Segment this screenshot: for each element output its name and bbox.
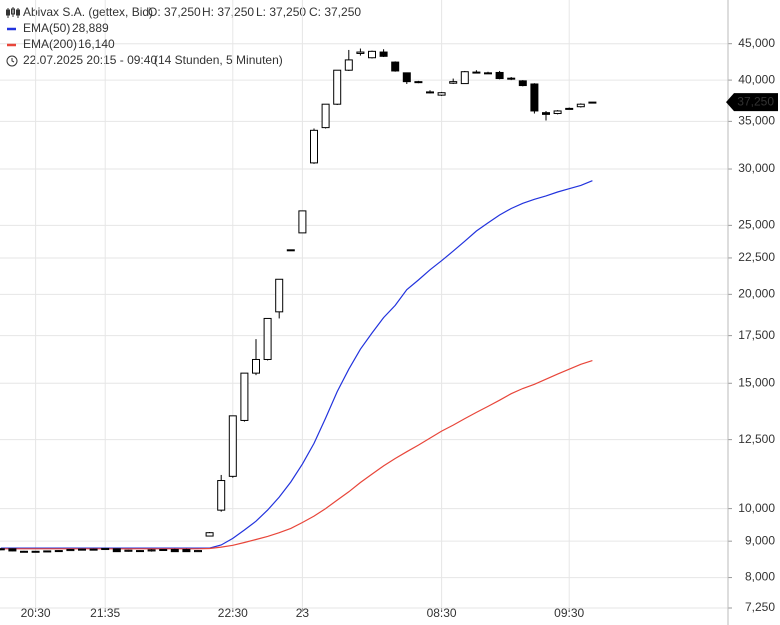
candle-body xyxy=(217,480,226,511)
candle-body xyxy=(112,548,121,553)
candle-body xyxy=(484,72,492,75)
y-tick-label: 10,000 xyxy=(738,501,775,515)
candle-body xyxy=(8,548,17,552)
candle-body xyxy=(31,550,40,553)
x-tick-label: 09:30 xyxy=(554,606,584,620)
y-tick-label: 22,500 xyxy=(738,250,775,264)
y-tick-label: 9,000 xyxy=(745,533,775,547)
candle-body xyxy=(472,71,481,74)
candle-body xyxy=(553,110,562,115)
candle-body xyxy=(66,549,75,552)
y-tick-label: 25,000 xyxy=(738,218,775,232)
y-tick-label: 15,000 xyxy=(738,375,775,389)
header: Abivax S.A. (gettex, Bid) O: 37,250 H: 3… xyxy=(6,5,361,67)
y-tick-label: 40,000 xyxy=(738,72,775,86)
candle-body xyxy=(449,81,458,84)
y-tick-label: 17,500 xyxy=(738,328,775,342)
y-tick-label: 7,250 xyxy=(745,600,775,614)
candle-body xyxy=(275,278,284,313)
candle-body xyxy=(124,549,133,552)
candle-body xyxy=(518,80,527,87)
candle-body xyxy=(437,92,446,96)
candle-body xyxy=(310,129,318,164)
ema-line xyxy=(0,360,593,550)
legend-value: 16,140 xyxy=(78,37,115,51)
candle-body xyxy=(391,61,400,72)
y-tick-label: 8,000 xyxy=(745,570,775,584)
candle-body xyxy=(402,72,411,83)
candle-body xyxy=(565,107,574,110)
candle-body xyxy=(101,547,110,551)
candle-body xyxy=(159,549,168,552)
candle-body xyxy=(170,549,179,553)
candle-body xyxy=(530,83,539,112)
candle-body xyxy=(344,59,353,71)
candle-body xyxy=(460,71,469,85)
chart-title: Abivax S.A. (gettex, Bid) xyxy=(23,5,153,19)
candle-body xyxy=(263,317,272,360)
x-tick-label: 08:30 xyxy=(427,606,457,620)
candle-body xyxy=(136,550,144,553)
candle-body xyxy=(89,548,98,551)
ohlc-high: H: 37,250 xyxy=(202,5,254,19)
y-tick-label: 12,500 xyxy=(738,432,775,446)
candle-body xyxy=(298,210,307,234)
candle-body xyxy=(379,51,388,57)
y-tick-label: 45,000 xyxy=(738,36,775,50)
x-tick-label: 23 xyxy=(296,606,310,620)
last-price-label: 37,250 xyxy=(737,94,774,108)
candle-body xyxy=(54,550,63,553)
y-tick-label: 30,000 xyxy=(738,161,775,175)
legend-name: EMA(50) xyxy=(23,21,70,35)
candle-body xyxy=(20,550,28,553)
candle-body xyxy=(78,548,86,551)
legend-value: 28,889 xyxy=(72,21,109,35)
date-range: 22.07.2025 20:15 - 09:40 xyxy=(23,53,157,67)
candle-body xyxy=(240,372,249,421)
ohlc-open: O: 37,250 xyxy=(148,5,201,19)
last-price-tag xyxy=(726,93,778,112)
candle-body xyxy=(0,548,5,551)
candle-body xyxy=(333,69,342,105)
duration: (14 Stunden, 5 Minuten) xyxy=(154,53,283,67)
y-tick-label: 35,000 xyxy=(738,114,775,128)
ohlc-close: C: 37,250 xyxy=(309,5,361,19)
candle-body xyxy=(368,50,376,59)
candle-body xyxy=(182,549,191,553)
candle-body xyxy=(576,103,585,108)
clock-icon xyxy=(6,55,18,67)
candle-body xyxy=(147,549,156,552)
candle-body xyxy=(205,532,214,537)
candle-body xyxy=(194,550,202,553)
candle-body xyxy=(542,112,550,115)
legend-name: EMA(200) xyxy=(23,37,77,51)
candle-body xyxy=(356,51,365,54)
candle-body xyxy=(252,358,260,374)
candle-body xyxy=(414,81,423,84)
chart-icon xyxy=(6,7,20,18)
x-tick-label: 20:30 xyxy=(21,606,51,620)
y-tick-label: 20,000 xyxy=(738,287,775,301)
candle-body xyxy=(43,550,52,553)
candle-body xyxy=(426,91,434,94)
candle-body xyxy=(321,103,330,129)
candle-body xyxy=(286,249,295,252)
ema-line xyxy=(0,180,593,549)
candle-body xyxy=(588,101,597,104)
ohlc-low: L: 37,250 xyxy=(256,5,306,19)
x-tick-label: 21:35 xyxy=(90,606,120,620)
x-tick-label: 22:30 xyxy=(218,606,248,620)
candle-body xyxy=(228,415,237,477)
candle-body xyxy=(495,71,504,80)
candle-body xyxy=(507,77,516,80)
